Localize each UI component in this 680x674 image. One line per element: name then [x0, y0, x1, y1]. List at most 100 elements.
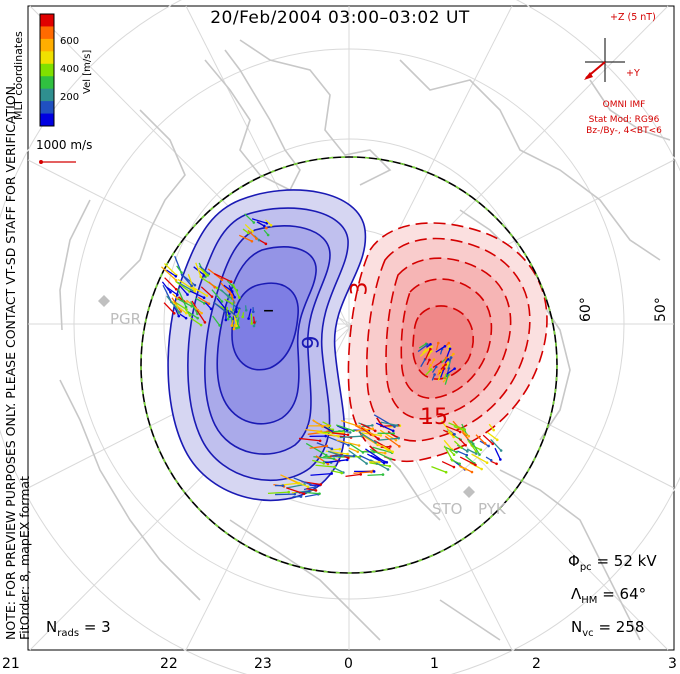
velocity-vector	[166, 269, 177, 277]
velocity-vector-origin	[479, 448, 483, 452]
velocity-vector-origin	[392, 432, 395, 435]
mlt-label-2: 2	[532, 656, 541, 672]
velocity-vector	[179, 285, 189, 296]
velocity-vector-origin	[188, 314, 192, 317]
velocity-vector-origin	[443, 345, 447, 348]
velocity-vector-origin	[184, 316, 188, 320]
velocity-vector	[286, 487, 305, 495]
velocity-vector	[176, 281, 195, 293]
hm-boundary-dash	[140, 156, 558, 574]
velocity-vector	[365, 448, 386, 463]
velocity-vector-origin	[453, 367, 456, 370]
velocity-vector-origin	[389, 445, 392, 448]
velocity-vector-origin	[391, 429, 395, 433]
velocity-vector-origin	[247, 317, 250, 320]
velocity-vector-origin	[346, 433, 350, 437]
velocity-vector-origin	[199, 275, 203, 278]
velocity-vector	[384, 435, 400, 447]
velocity-vector-origin	[447, 341, 451, 345]
velocity-vector-origin	[428, 358, 431, 362]
velocity-vector-origin	[342, 431, 345, 435]
velocity-vector	[304, 491, 320, 495]
mlt-label-21: 21	[2, 656, 20, 672]
velocity-vector	[312, 459, 324, 464]
velocity-vector-origin	[227, 295, 230, 299]
stat-lambda-hm: ΛHM = 64°	[571, 585, 646, 606]
velocity-vector-origin	[499, 458, 502, 461]
velocity-vector	[280, 474, 299, 484]
velocity-vector	[345, 473, 361, 478]
velocity-vector	[443, 446, 457, 453]
colorbar-band	[40, 113, 54, 127]
velocity-vector	[286, 483, 305, 489]
velocity-vector-origin	[466, 450, 469, 453]
velocity-vector	[208, 281, 216, 288]
velocity-vector-origin	[229, 280, 233, 283]
velocity-vector	[440, 368, 445, 378]
velocity-vector-origin	[202, 296, 206, 300]
imf-panel: +Z (5 nT) +Y OMNI IMF Stat Mod: RG96 Bz-…	[572, 12, 676, 142]
velocity-vector	[325, 459, 348, 464]
velocity-vector-origin	[322, 462, 326, 465]
velocity-vector-origin	[489, 458, 493, 462]
velocity-vector	[369, 448, 391, 460]
velocity-vector-origin	[475, 452, 478, 455]
stat-phi-value: = 52 kV	[596, 552, 657, 570]
colorbar-title: MLT coordinates	[12, 31, 25, 120]
velocity-vector-origin	[220, 300, 224, 303]
velocity-vector-origin	[265, 226, 268, 230]
velocity-vectors	[161, 213, 503, 498]
velocity-vector-origin	[250, 239, 254, 243]
velocity-vector-origin	[433, 373, 436, 376]
velocity-vector-origin	[361, 451, 365, 454]
velocity-vector	[494, 447, 501, 460]
velocity-vector	[195, 297, 205, 304]
velocity-vector-origin	[352, 429, 355, 433]
velocity-vector-origin	[184, 305, 188, 309]
velocity-vector	[187, 274, 196, 292]
velocity-vector	[173, 306, 180, 317]
stat-phi-sub: pc	[579, 562, 592, 573]
velocity-vector	[315, 464, 335, 468]
velocity-vector-origin	[383, 451, 387, 455]
coastlines	[59, 39, 671, 641]
velocity-vector	[418, 343, 427, 349]
velocity-vector-origin	[174, 274, 178, 278]
colorbar-unit: Vel [m/s]	[82, 49, 93, 94]
velocity-vector-origin	[436, 341, 440, 345]
velocity-vector-origin	[434, 365, 438, 369]
velocity-vector	[161, 281, 172, 293]
imf-condition: Bz-/By-, 4<BT<6	[586, 126, 662, 136]
velocity-vector-origin	[314, 489, 318, 492]
velocity-vector	[424, 348, 431, 360]
velocity-vector-origin	[426, 343, 429, 346]
velocity-vector	[190, 301, 198, 315]
colorbar-tick-400: 400	[60, 64, 80, 75]
velocity-vector-origin	[174, 287, 178, 291]
velocity-vector	[358, 431, 377, 444]
velocity-vector-origin	[319, 483, 323, 486]
velocity-vector	[213, 273, 232, 283]
vector-scale	[39, 160, 76, 164]
stat-n-rads: Nrads = 3	[46, 618, 111, 639]
velocity-vector-origin	[213, 285, 217, 289]
velocity-vector-origin	[464, 467, 468, 471]
velocity-vector	[211, 289, 223, 302]
velocity-vector	[419, 348, 430, 357]
stat-nvc-sub: vc	[582, 628, 594, 639]
velocity-vector	[459, 456, 476, 466]
velocity-vector-origin	[244, 308, 248, 312]
velocity-vector	[303, 486, 316, 491]
velocity-vector-origin	[252, 324, 256, 328]
velocity-vector-origin	[491, 442, 494, 446]
velocity-vector-origin	[247, 231, 250, 235]
velocity-vector-origin	[250, 322, 254, 325]
velocity-vector-origin	[467, 434, 471, 438]
stat-phi-pc: Φpc = 52 kV	[568, 552, 657, 573]
velocity-vector	[223, 284, 233, 292]
velocity-vector-origin	[424, 349, 428, 352]
velocity-vector	[467, 439, 477, 452]
velocity-vector-origin	[365, 462, 368, 465]
velocity-vector	[417, 344, 428, 353]
velocity-vector-origin	[463, 428, 467, 431]
